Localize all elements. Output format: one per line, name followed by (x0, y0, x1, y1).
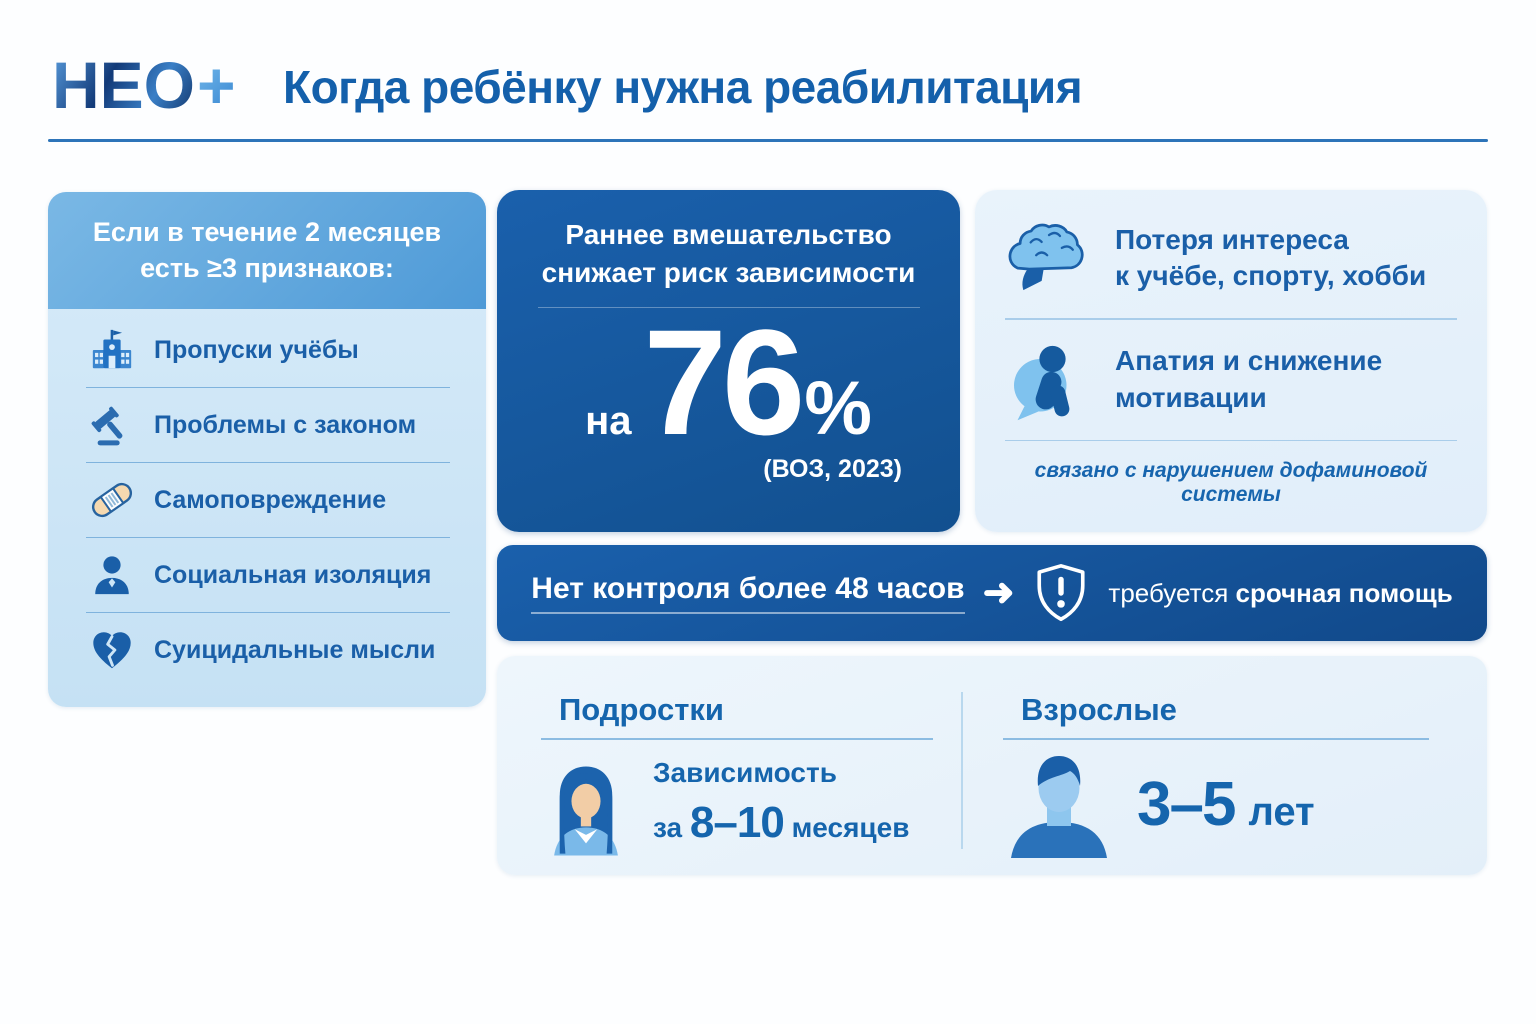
brain-icon (1005, 218, 1093, 298)
arrow-right-icon: ➜ (982, 572, 1015, 614)
alert-action-prefix: требуется (1108, 577, 1229, 608)
list-item: Суицидальные мысли (86, 613, 450, 687)
criteria-item-label: Пропуски учёбы (154, 335, 359, 364)
adults-duration-value: 3–5 (1137, 769, 1236, 839)
symptoms-divider (1005, 318, 1457, 320)
criteria-heading-line1: Если в течение 2 месяцев (92, 216, 442, 247)
alert-action-main: срочная помощь (1235, 577, 1453, 608)
symptom-label-line1: Апатия и снижение (1115, 345, 1383, 377)
teens-heading: Подростки (559, 692, 724, 727)
adults-column: Взрослые 3–5 лет (963, 656, 1487, 875)
header-divider (48, 139, 1488, 142)
alert-condition: Нет контроля более 48 часов (531, 572, 965, 614)
stat-panel: Раннее вмешательство снижает риск зависи… (497, 190, 960, 532)
teens-text: Зависимость за 8–10 месяцев (653, 753, 909, 854)
symptom-label-line1: Потеря интереса (1115, 223, 1349, 255)
teens-line1: Зависимость (653, 756, 837, 788)
shield-alert-icon (1032, 562, 1090, 624)
criteria-heading-line2: есть ≥3 признаков: (140, 252, 394, 283)
column-divider (961, 692, 963, 849)
teens-line2-suffix: месяцев (791, 811, 910, 843)
list-item: Апатия и снижение мотивации (1005, 320, 1457, 440)
list-item: Социальная изоляция (86, 538, 450, 613)
symptom-label: Потеря интереса к учёбе, спорту, хобби (1115, 222, 1426, 295)
adult-man-avatar (1003, 750, 1115, 858)
alert-bar: Нет контроля более 48 часов ➜ требуется … (497, 545, 1487, 641)
stat-source: (ВОЗ, 2023) (763, 455, 902, 484)
criteria-item-label: Суицидальные мысли (154, 635, 436, 664)
teens-line2-prefix: за (653, 811, 683, 843)
timeline-panel: Подростки Зависимость (497, 656, 1487, 875)
symptoms-panel: Потеря интереса к учёбе, спорту, хобби (975, 190, 1487, 532)
criteria-panel: Если в течение 2 месяцев есть ≥3 признак… (48, 192, 486, 707)
gavel-icon (86, 402, 138, 448)
teens-line2: за 8–10 месяцев (653, 792, 909, 854)
adults-text: 3–5 лет (1137, 769, 1315, 840)
symptoms-note: связано с нарушением дофаминовой системы (1034, 459, 1428, 506)
page-title: Когда ребёнку нужна реабилитация (283, 61, 1083, 113)
alert-action: требуется срочная помощь (1108, 578, 1452, 609)
stat-percent-sign: % (804, 365, 872, 451)
criteria-item-label: Социальная изоляция (154, 560, 432, 589)
logo-text: НЕО (52, 48, 196, 122)
stat-title-line1: Раннее вмешательство (565, 219, 892, 250)
adults-duration-suffix: лет (1248, 789, 1315, 834)
broken-heart-icon (86, 627, 138, 673)
symptoms-divider (1005, 439, 1457, 441)
teens-column: Подростки Зависимость (497, 656, 961, 875)
symptom-label: Апатия и снижение мотивации (1115, 343, 1382, 416)
list-item: Потеря интереса к учёбе, спорту, хобби (1005, 198, 1457, 318)
list-item: Проблемы с законом (86, 388, 450, 463)
neo-plus-logo: НЕО+ (52, 52, 236, 118)
teen-girl-avatar (541, 750, 631, 856)
stat-title-line2: снижает риск зависимости (541, 256, 916, 288)
symptom-label-line2: мотивации (1115, 381, 1267, 413)
criteria-item-label: Проблемы с законом (154, 410, 417, 439)
list-item: Самоповреждение (86, 463, 450, 538)
criteria-heading: Если в течение 2 месяцев есть ≥3 признак… (48, 192, 486, 309)
person-icon (86, 552, 138, 598)
list-item: Пропуски учёбы (86, 313, 450, 388)
school-icon (86, 327, 138, 373)
stat-value-row: на 76 % (497, 297, 960, 466)
adults-heading-rule (1003, 738, 1429, 740)
symptom-label-line2: к учёбе, спорту, хобби (1115, 260, 1427, 291)
teens-body: Зависимость за 8–10 месяцев (541, 750, 941, 856)
stat-prefix: на (585, 398, 632, 443)
stat-value: 76 (643, 297, 805, 466)
adults-heading: Взрослые (1021, 692, 1177, 727)
apathy-icon (1005, 338, 1093, 422)
teens-duration-value: 8–10 (689, 797, 785, 847)
stat-divider (537, 306, 920, 308)
teens-heading-rule (541, 738, 933, 740)
adults-body: 3–5 лет (1003, 750, 1467, 858)
logo-plus-icon: + (197, 48, 236, 122)
criteria-list: Пропуски учёбы Проблемы с законом (48, 309, 486, 687)
criteria-item-label: Самоповреждение (154, 485, 387, 514)
bandage-icon (86, 476, 138, 524)
stat-title: Раннее вмешательство снижает риск зависи… (497, 216, 960, 292)
